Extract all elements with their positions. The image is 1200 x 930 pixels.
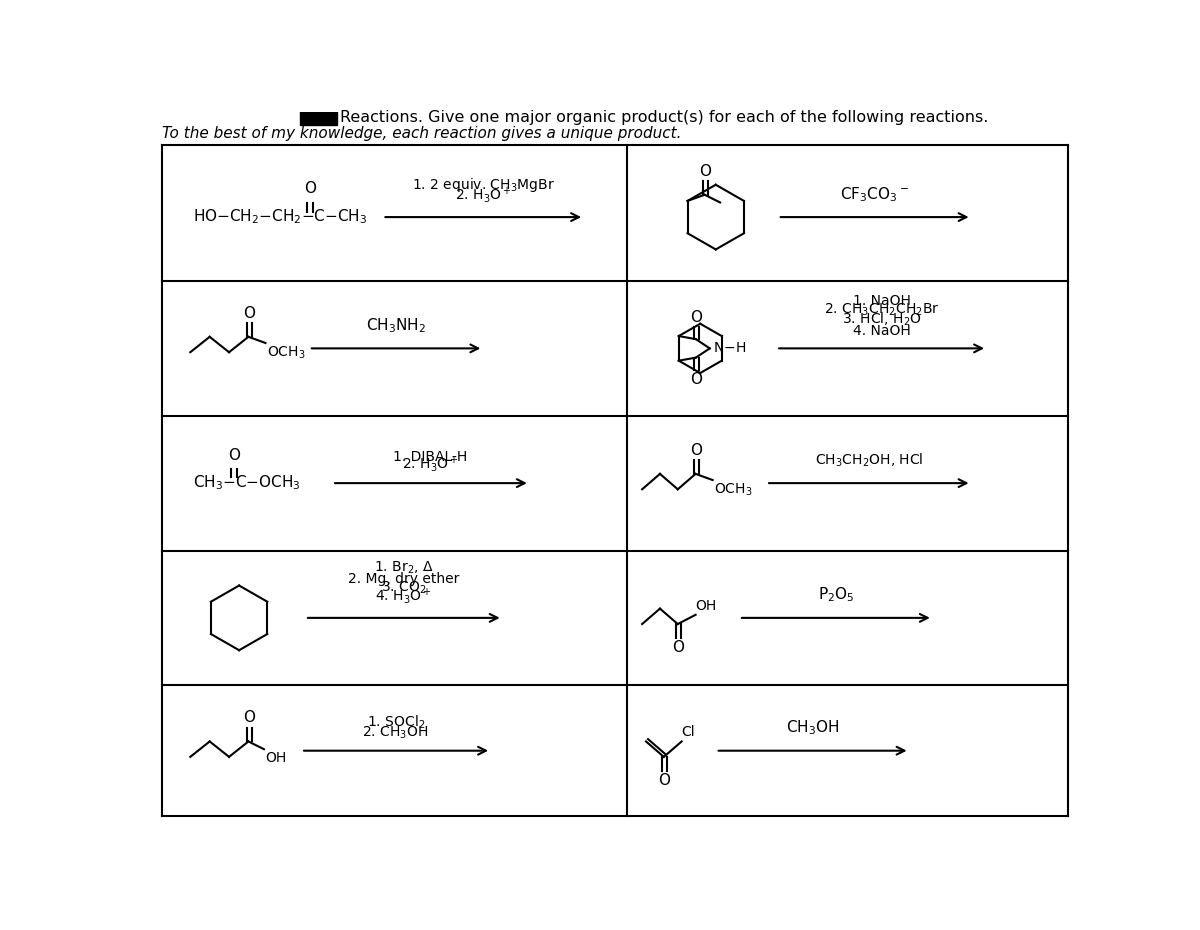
Text: 1. SOCl$_2$: 1. SOCl$_2$ [366, 714, 425, 732]
Text: CH$_3$CH$_2$OH, HCl: CH$_3$CH$_2$OH, HCl [815, 452, 924, 470]
Text: OH: OH [265, 751, 287, 764]
Text: N$-$H: N$-$H [713, 341, 746, 355]
Text: 2. CH$_3$CH$_2$CH$_2$Br: 2. CH$_3$CH$_2$CH$_2$Br [824, 302, 940, 318]
Text: 1. DIBAL-H: 1. DIBAL-H [394, 450, 468, 464]
Text: CH$_3$NH$_2$: CH$_3$NH$_2$ [366, 316, 426, 335]
Text: Cl: Cl [682, 725, 695, 739]
Text: 2. H$_3$O$^+$: 2. H$_3$O$^+$ [455, 185, 511, 205]
Text: O: O [690, 443, 702, 458]
Text: O: O [304, 180, 316, 195]
Text: 1. NaOH: 1. NaOH [853, 294, 911, 309]
Text: CF$_3$CO$_3$$^-$: CF$_3$CO$_3$$^-$ [840, 185, 910, 204]
Text: 3. CO$_2$: 3. CO$_2$ [380, 580, 426, 596]
Text: O: O [690, 372, 702, 387]
Text: 3. HCl, H$_2$O: 3. HCl, H$_2$O [841, 311, 922, 328]
Text: 4. H$_3$O$^+$: 4. H$_3$O$^+$ [376, 587, 432, 606]
Text: 2. Mg, dry ether: 2. Mg, dry ether [348, 572, 460, 586]
Text: OH: OH [696, 599, 716, 613]
Text: O: O [700, 164, 712, 179]
Text: Reactions. Give one major organic product(s) for each of the following reactions: Reactions. Give one major organic produc… [340, 111, 989, 126]
Text: CH$_3$OH: CH$_3$OH [786, 718, 839, 737]
Text: 2. CH$_3$OH: 2. CH$_3$OH [362, 725, 428, 741]
Text: O: O [659, 773, 671, 788]
Text: 1. 2 equiv. CH$_3$MgBr: 1. 2 equiv. CH$_3$MgBr [412, 176, 554, 194]
Text: 2. H$_3$O$^+$: 2. H$_3$O$^+$ [402, 454, 458, 474]
Text: HO$-$CH$_2$$-$CH$_2$$-$C$-$CH$_3$: HO$-$CH$_2$$-$CH$_2$$-$C$-$CH$_3$ [193, 207, 367, 226]
Text: P$_2$O$_5$: P$_2$O$_5$ [817, 585, 854, 604]
Text: CH$_3$$-$C$-$OCH$_3$: CH$_3$$-$C$-$OCH$_3$ [193, 473, 300, 493]
Text: 4. NaOH: 4. NaOH [853, 325, 911, 339]
Text: O: O [244, 306, 256, 321]
Text: O: O [672, 640, 684, 656]
Text: O: O [228, 448, 240, 463]
Text: To the best of my knowledge, each reaction gives a unique product.: To the best of my knowledge, each reacti… [162, 126, 682, 141]
Text: 1. Br$_2$, Δ: 1. Br$_2$, Δ [373, 560, 433, 577]
Text: O: O [244, 711, 256, 725]
Bar [300, 111, 337, 125]
Text: O: O [690, 310, 702, 325]
Text: OCH$_3$: OCH$_3$ [268, 344, 306, 361]
Text: OCH$_3$: OCH$_3$ [714, 482, 752, 498]
